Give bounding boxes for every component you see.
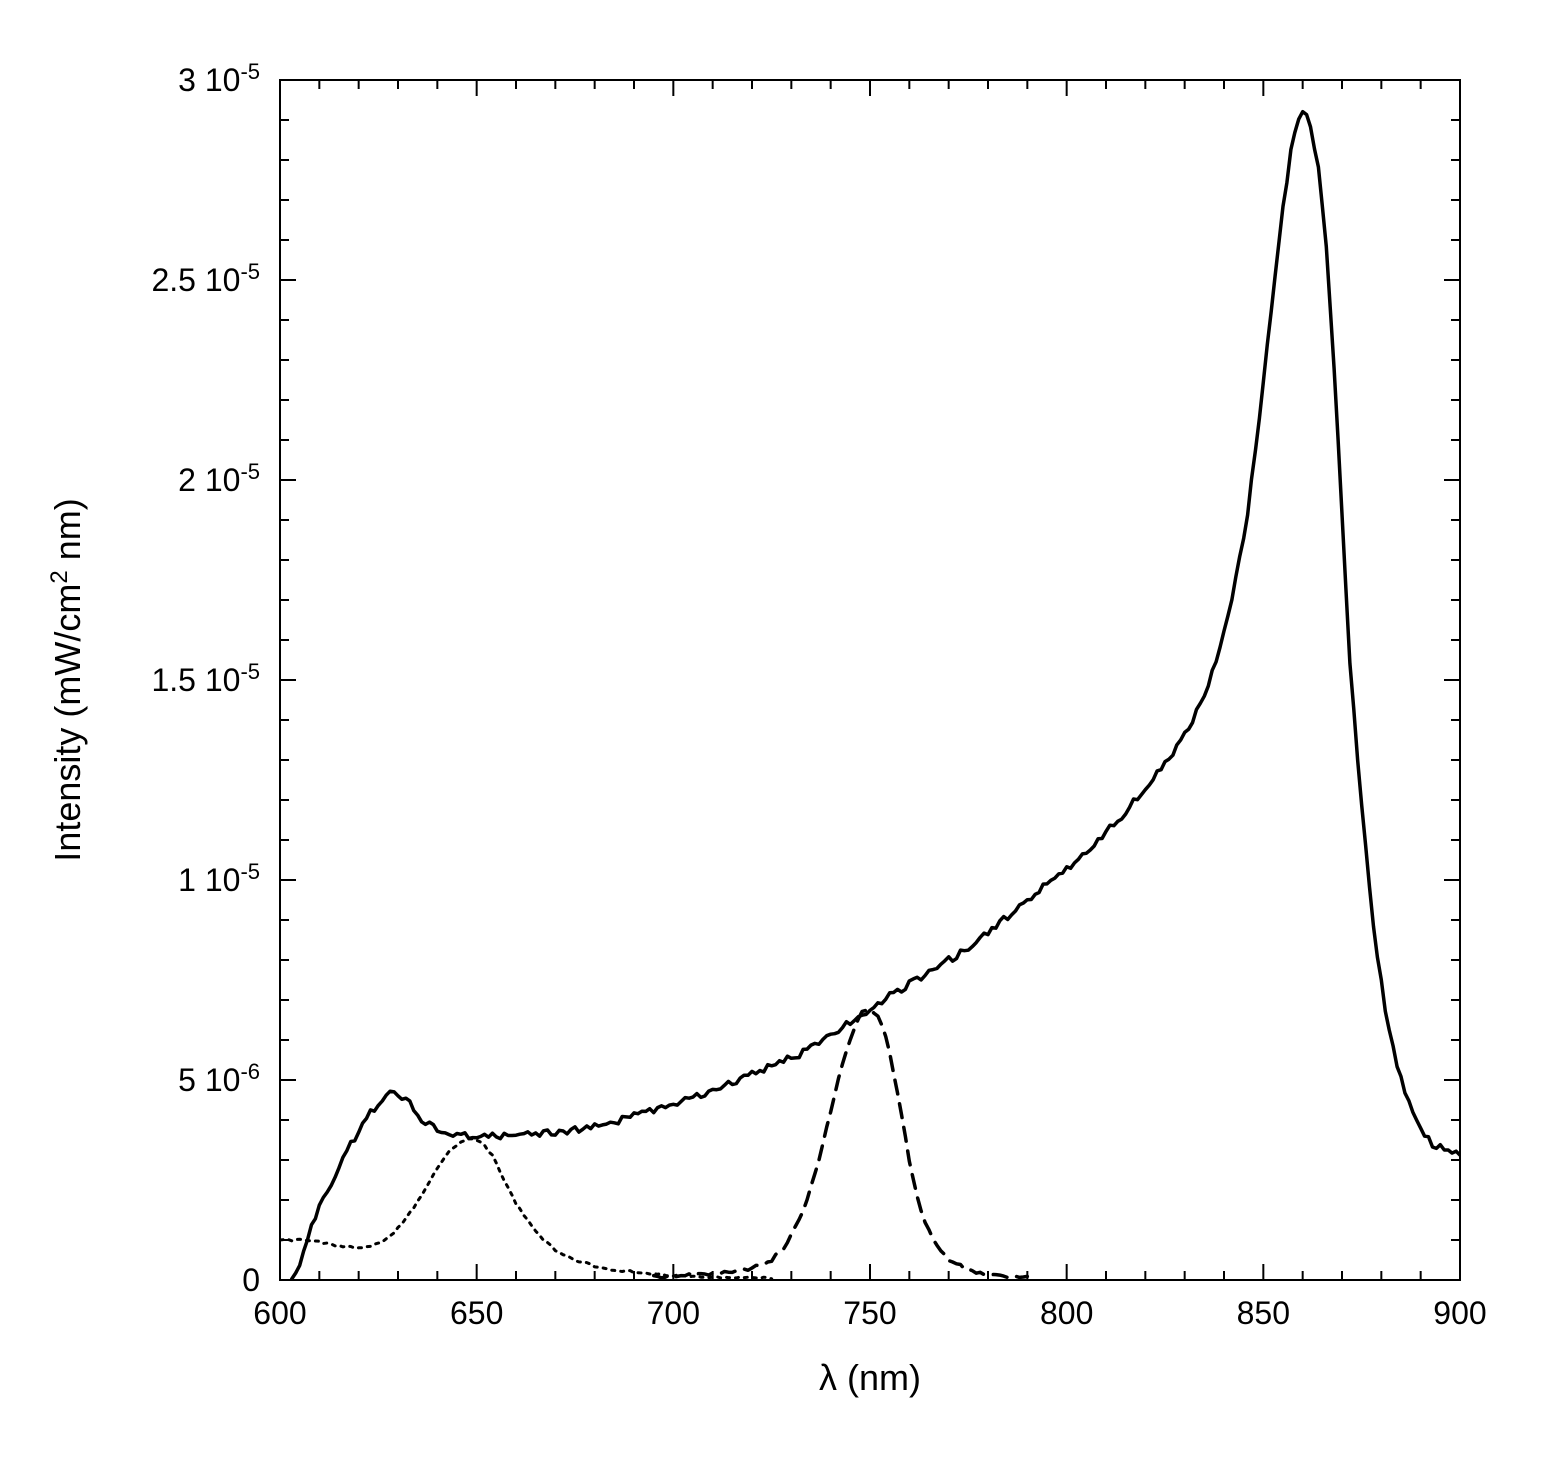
y-tick-label: 1.5 10-5 — [151, 659, 260, 699]
x-tick-label: 650 — [450, 1295, 503, 1331]
y-tick-label: 1 10-5 — [178, 859, 260, 899]
y-tick-label: 2.5 10-5 — [151, 259, 260, 299]
x-tick-label: 700 — [647, 1295, 700, 1331]
spectrum-chart: 600 650 700 750 800 850 900 0 5 10-6 1 10-5 1.5 10… — [0, 0, 1566, 1462]
y-tick-label: 2 10-5 — [178, 459, 260, 499]
y-tick-label: 0 — [242, 1262, 260, 1298]
series-dotted — [280, 1139, 772, 1279]
x-tick-label: 900 — [1433, 1295, 1486, 1331]
x-axis-label: λ (nm) — [819, 1357, 921, 1398]
x-tick-label: 600 — [253, 1295, 306, 1331]
x-tick-label: 750 — [843, 1295, 896, 1331]
x-tick-label: 850 — [1237, 1295, 1290, 1331]
y-tick-label: 5 10-6 — [178, 1059, 260, 1099]
chart-svg: 600 650 700 750 800 850 900 0 5 10-6 1 10-5 1.5 10… — [0, 0, 1566, 1462]
y-tick-label: 3 10-5 — [178, 59, 260, 99]
series-main — [292, 112, 1460, 1279]
x-tick-label: 800 — [1040, 1295, 1093, 1331]
series-dashed — [654, 1009, 1028, 1278]
y-axis-label: Intensity (mW/cm2 nm) — [46, 498, 89, 861]
